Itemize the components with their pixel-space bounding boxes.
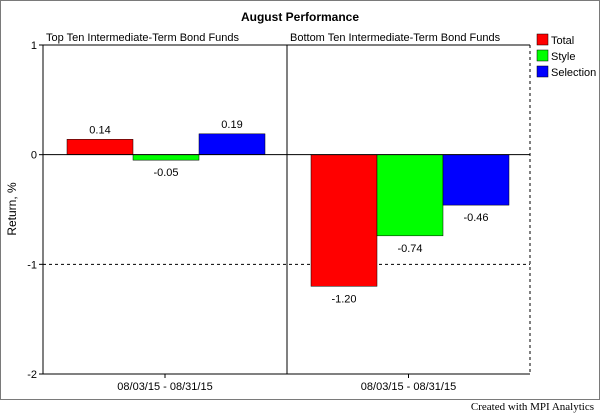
data-label: -0.05 — [153, 167, 178, 179]
data-label: 0.19 — [221, 119, 242, 131]
x-tick-label: 08/03/15 - 08/31/15 — [361, 381, 456, 393]
panel-title: Bottom Ten Intermediate-Term Bond Funds — [290, 32, 501, 44]
legend-label-total: Total — [551, 35, 574, 47]
panel-title: Top Ten Intermediate-Term Bond Funds — [46, 32, 240, 44]
bar-selection — [442, 154, 510, 206]
legend-swatch-total — [536, 33, 549, 46]
data-label: -1.20 — [331, 293, 356, 305]
y-tick-label: -2 — [27, 369, 37, 381]
bar-total — [66, 139, 134, 155]
legend-swatch-style — [536, 49, 549, 62]
y-tick-label: -1 — [27, 259, 37, 271]
bar-style — [376, 154, 444, 237]
y-axis-label: Return, % — [5, 182, 19, 236]
bar-style — [132, 154, 200, 161]
legend-swatch-selection — [536, 65, 549, 78]
data-label: -0.46 — [463, 212, 488, 224]
legend-label-selection: Selection — [551, 67, 596, 79]
bar-total — [310, 154, 378, 287]
legend-label-style: Style — [551, 51, 575, 63]
data-label: -0.74 — [397, 243, 422, 255]
y-tick-label: 0 — [31, 150, 37, 162]
data-label: 0.14 — [89, 124, 110, 136]
x-tick-label: 08/03/15 - 08/31/15 — [117, 381, 212, 393]
bar-selection — [198, 133, 266, 155]
y-tick-label: 1 — [31, 40, 37, 52]
chart-title: August Performance — [241, 10, 359, 24]
credit-text: Created with MPI Analytics — [470, 401, 594, 413]
